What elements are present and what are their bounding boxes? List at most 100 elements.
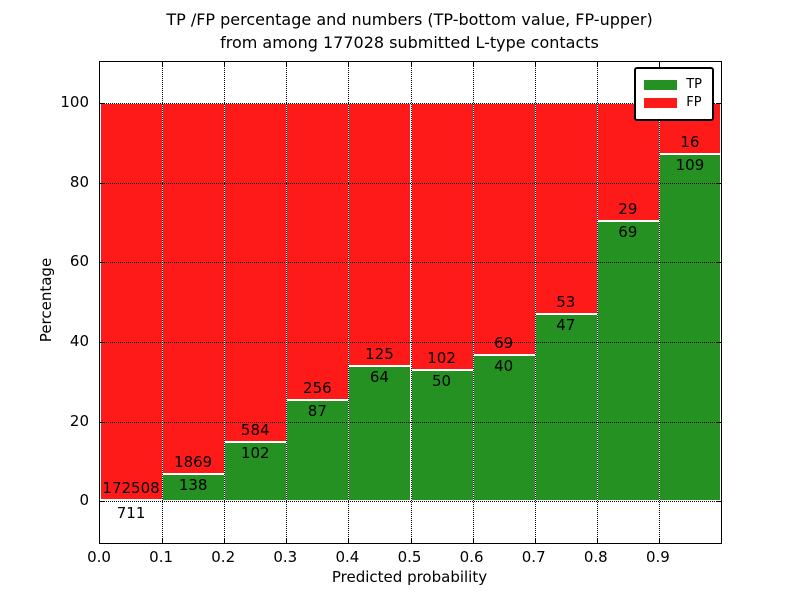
x-tick-label: 0.2 (211, 548, 236, 566)
y-tick-mark-right (716, 341, 721, 343)
tp-count-label: 138 (178, 475, 208, 494)
x-tick-mark (658, 538, 660, 543)
x-tick-mark-top (596, 62, 598, 67)
tp-bar-segment (472, 355, 536, 502)
fp-bar-segment (410, 103, 474, 371)
tp-bar-segment (286, 400, 350, 502)
x-gridline (658, 62, 660, 543)
tp-bar-segment (534, 314, 598, 502)
fp-count-label: 29 (618, 199, 638, 218)
fp-bar-segment (348, 103, 412, 367)
y-tick-mark-right (716, 262, 721, 264)
fp-bar-segment (534, 103, 598, 315)
y-axis-label: Percentage (37, 257, 55, 343)
x-tick-mark (534, 538, 536, 543)
fp-count-label: 53 (556, 293, 576, 312)
x-gridline (534, 62, 536, 543)
x-tick-mark (410, 538, 412, 543)
x-tick-mark (286, 538, 288, 543)
x-tick-label: 0.8 (583, 548, 608, 566)
tp-count-label: 50 (432, 372, 452, 391)
x-tick-mark (224, 538, 226, 543)
x-gridline (348, 62, 350, 543)
y-tick-mark-right (716, 501, 721, 503)
y-tick-mark-right (716, 182, 721, 184)
fp-count-label: 102 (427, 349, 456, 368)
x-gridline (596, 62, 598, 543)
x-tick-label: 0.9 (645, 548, 670, 566)
y-tick-label: 20 (69, 411, 89, 430)
fp-bar-segment (100, 103, 164, 500)
y-tick-label: 0 (79, 491, 89, 510)
fp-bar-segment (286, 103, 350, 401)
tp-count-label: 40 (494, 357, 514, 376)
tp-count-label: 69 (618, 222, 638, 241)
y-tick-label: 80 (69, 172, 89, 191)
x-tick-mark-top (224, 62, 226, 67)
fp-legend-swatch (644, 98, 678, 108)
tp-bar-segment (348, 366, 412, 502)
legend-entry-tp: TP (644, 77, 702, 93)
x-tick-mark-top (472, 62, 474, 67)
fp-bar-segment (162, 103, 226, 474)
tp-count-label: 711 (116, 504, 146, 523)
chart-title-line1: TP /FP percentage and numbers (TP-bottom… (166, 10, 653, 29)
x-tick-mark (348, 538, 350, 543)
x-tick-mark (162, 538, 164, 543)
legend: TP FP (634, 67, 714, 121)
fp-count-label: 16 (680, 132, 700, 151)
tp-count-label: 109 (675, 155, 705, 174)
y-tick-label: 40 (69, 331, 89, 350)
tp-bar-segment (658, 153, 721, 502)
x-tick-label: 0.4 (335, 548, 360, 566)
fp-count-label: 172508 (102, 478, 160, 497)
fp-bar-segment (472, 103, 536, 356)
tp-count-label: 87 (307, 402, 327, 421)
x-tick-label: 0.7 (521, 548, 546, 566)
plot-area: 172508 711 1869 138 584 102 256 87 125 64 102 50 69 4… (99, 61, 722, 544)
x-tick-mark-top (534, 62, 536, 67)
x-tick-mark (472, 538, 474, 543)
chart-title-line2: from among 177028 submitted L-type conta… (220, 33, 599, 52)
y-tick-mark-right (716, 103, 721, 104)
y-tick-label: 100 (60, 93, 89, 111)
fp-legend-label: FP (686, 95, 702, 110)
x-tick-label: 0.0 (87, 548, 111, 566)
y-tick-mark (100, 421, 105, 423)
chart-title: TP /FP percentage and numbers (TP-bottom… (99, 8, 720, 54)
x-tick-mark-top (286, 62, 288, 67)
fp-bar-segment (224, 103, 288, 442)
fp-count-label: 584 (240, 420, 270, 439)
tp-count-label: 47 (556, 316, 576, 335)
x-gridline (224, 62, 226, 543)
x-gridline (286, 62, 288, 543)
x-tick-mark-top (410, 62, 412, 67)
y-tick-label: 60 (69, 252, 89, 271)
fp-count-label: 1869 (174, 452, 213, 471)
x-tick-label: 0.3 (273, 548, 298, 566)
x-axis-label: Predicted probability (331, 568, 488, 586)
x-tick-mark-top (162, 62, 164, 67)
x-tick-mark (596, 538, 598, 543)
x-gridline (410, 62, 412, 543)
x-tick-label: 0.6 (459, 548, 484, 566)
y-tick-mark-right (716, 421, 721, 423)
legend-entry-fp: FP (644, 95, 702, 111)
x-gridline (162, 62, 164, 543)
y-tick-mark (100, 262, 105, 264)
tp-count-label: 102 (240, 443, 270, 462)
fp-count-label: 256 (303, 379, 332, 398)
x-tick-mark-top (658, 62, 660, 67)
tp-legend-swatch (644, 80, 678, 90)
y-tick-mark (100, 103, 105, 104)
y-tick-mark (100, 501, 105, 503)
fp-count-label: 125 (365, 345, 394, 364)
x-tick-mark-top (348, 62, 350, 67)
y-tick-mark (100, 182, 105, 184)
tp-bar-segment (410, 370, 474, 502)
fp-count-label: 69 (494, 334, 514, 353)
tp-legend-label: TP (686, 77, 702, 92)
tp-count-label: 64 (369, 368, 389, 387)
x-tick-label: 0.1 (149, 548, 174, 566)
